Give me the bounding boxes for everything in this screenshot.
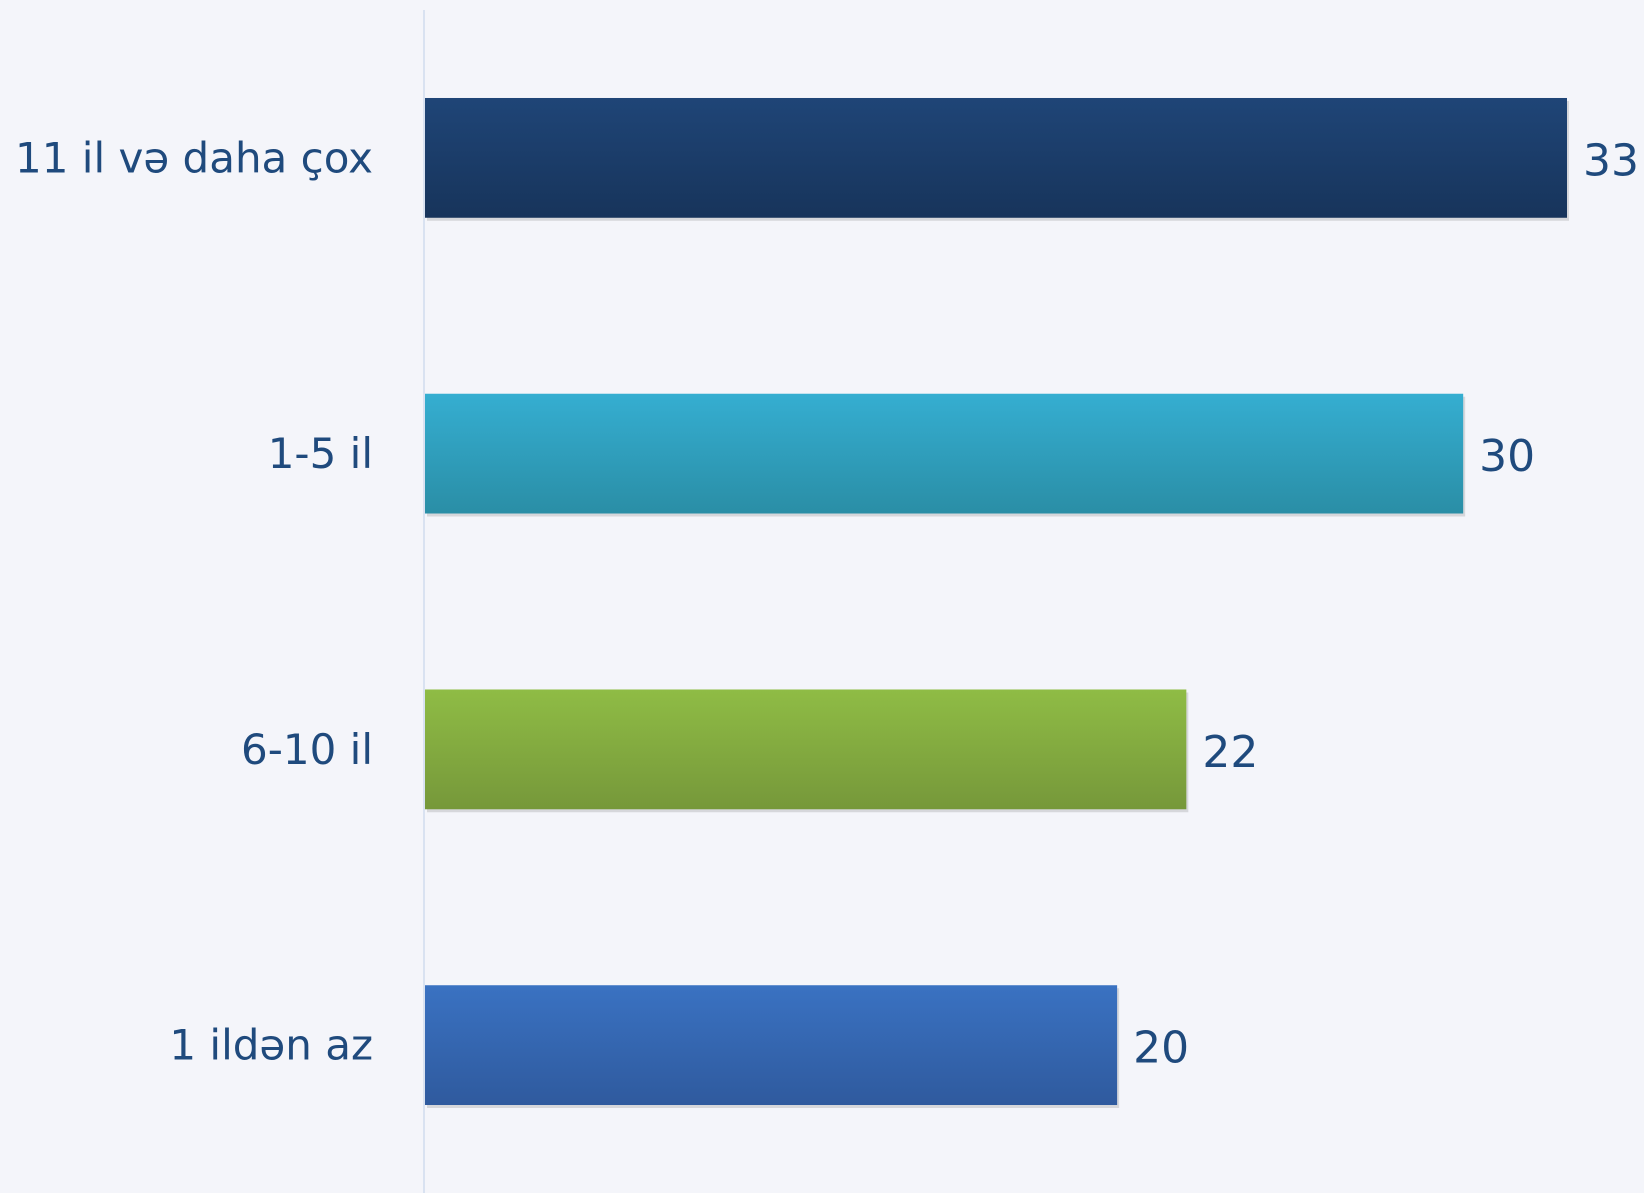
value-label: 22 <box>1202 727 1258 778</box>
value-label: 33 <box>1583 135 1639 186</box>
category-label: 1-5 il <box>268 429 373 478</box>
category-label: 6-10 il <box>241 725 373 774</box>
category-label: 1 ildən az <box>169 1021 373 1070</box>
labels-layer: 11 il və daha çox 33 1-5 il 30 6-10 il 22 1 il… <box>15 133 1639 1073</box>
bar <box>425 97 1567 218</box>
bar <box>425 393 1464 514</box>
bar <box>425 985 1118 1106</box>
bars-layer <box>425 97 1569 1109</box>
bar <box>425 689 1187 810</box>
value-label: 30 <box>1479 431 1535 482</box>
value-label: 20 <box>1133 1023 1189 1074</box>
category-label: 11 il və daha çox <box>15 133 373 182</box>
